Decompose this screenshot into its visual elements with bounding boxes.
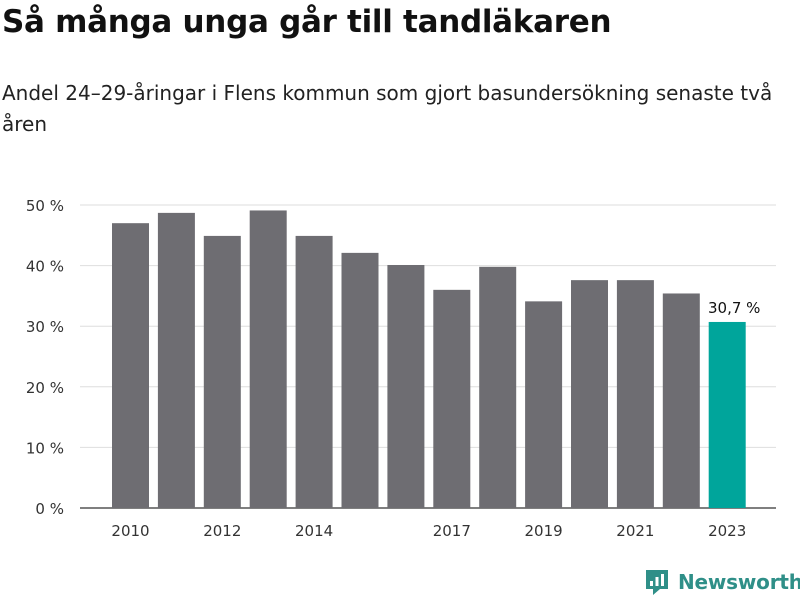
brand-name: Newsworthy	[678, 570, 800, 594]
y-axis-labels: 0 % 10 % 20 % 30 % 40 % 50 %	[26, 197, 64, 518]
bar-2022[interactable]	[662, 293, 700, 508]
chart-subtitle: Andel 24–29-åringar i Flens kommun som g…	[2, 81, 773, 136]
y-tick-label: 0 %	[35, 500, 64, 518]
y-tick-label: 30 %	[26, 318, 64, 336]
bar-2016[interactable]	[387, 264, 425, 508]
bar-2019[interactable]	[525, 301, 563, 508]
x-tick-label: 2017	[433, 522, 471, 540]
x-tick-label: 2021	[616, 522, 654, 540]
chart-title: Så många unga går till tandläkaren	[2, 4, 612, 40]
x-tick-label: 2010	[111, 522, 149, 540]
x-tick-label: 2014	[295, 522, 333, 540]
bar-2013[interactable]	[249, 210, 287, 509]
newsworthy-logo-icon	[646, 570, 668, 595]
y-tick-label: 40 %	[26, 258, 64, 276]
bar-2014[interactable]	[295, 235, 333, 508]
bar-2018[interactable]	[479, 266, 517, 508]
bar-2021[interactable]	[616, 280, 654, 508]
annotations: 30,7 %	[706, 297, 762, 319]
bar-2020[interactable]	[571, 280, 608, 508]
bar-2017[interactable]	[433, 289, 471, 508]
gridlines	[80, 204, 776, 509]
brand-logo[interactable]: Newsworthy	[644, 568, 800, 596]
bar-2023[interactable]	[708, 321, 746, 508]
y-tick-label: 10 %	[26, 439, 64, 457]
bar-2012[interactable]	[203, 235, 241, 508]
bar-2010[interactable]	[112, 223, 149, 508]
y-tick-label: 20 %	[26, 379, 64, 397]
bars	[112, 210, 746, 509]
x-tick-label: 2023	[708, 522, 746, 540]
data-label-2023: 30,7 %	[708, 299, 760, 317]
x-axis-labels: 2010 2012 2014 2017 2019 2021 2023	[111, 522, 746, 540]
bar-2015[interactable]	[341, 252, 379, 508]
x-tick-label: 2012	[203, 522, 241, 540]
y-tick-label: 50 %	[26, 197, 64, 215]
bar-2011[interactable]	[157, 212, 195, 509]
x-tick-label: 2019	[525, 522, 563, 540]
